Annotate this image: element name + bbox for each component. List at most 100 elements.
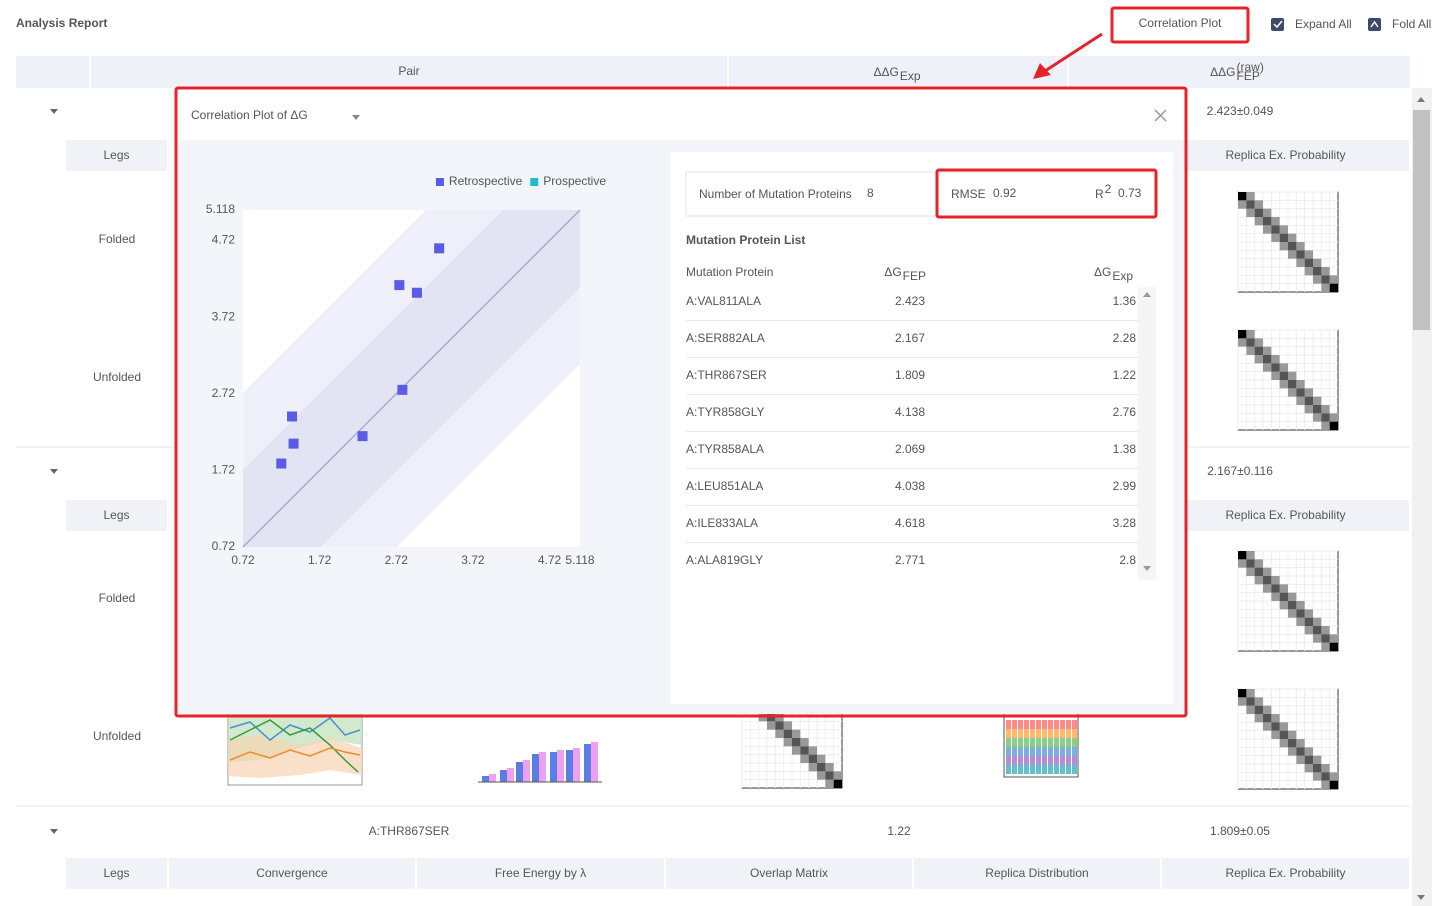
fep-value: 4.138 xyxy=(895,405,925,419)
matrix-cell xyxy=(817,763,826,772)
matrix-cell xyxy=(817,771,826,780)
column-header-sub: Exp xyxy=(900,69,921,83)
matrix-cell xyxy=(1288,739,1297,748)
replica-stripe xyxy=(1066,747,1071,756)
data-point xyxy=(434,243,445,254)
matrix-cell xyxy=(1304,388,1313,397)
matrix-cell xyxy=(1238,338,1247,347)
matrix-cell xyxy=(1279,363,1288,372)
convergence-band xyxy=(228,735,362,778)
matrix-cell xyxy=(1296,242,1305,251)
replica-stripe xyxy=(1024,765,1029,774)
fold-all-icon[interactable] xyxy=(1368,18,1381,31)
expand-toggle xyxy=(50,469,58,474)
x-tick-label: 3.72 xyxy=(461,553,485,567)
matrix-cell xyxy=(1246,208,1255,217)
matrix-cell xyxy=(1238,697,1247,706)
matrix-cell xyxy=(1246,551,1255,560)
free-energy-bar xyxy=(500,770,507,782)
replica-stripe xyxy=(1042,765,1047,774)
matrix-cell xyxy=(1279,225,1288,234)
matrix-cell xyxy=(1296,601,1305,610)
matrix-cell xyxy=(1313,275,1322,284)
expand-all-icon[interactable] xyxy=(1271,18,1284,31)
matrix-cell xyxy=(1263,208,1272,217)
replica-stripe xyxy=(1072,720,1077,729)
correlation-plot-button-label: Correlation Plot xyxy=(1139,16,1222,30)
matrix-cell xyxy=(1246,705,1255,714)
matrix-cell xyxy=(1321,413,1330,422)
replica-stripe xyxy=(1066,738,1071,747)
matrix-cell xyxy=(1263,567,1272,576)
correlation-plot-button[interactable] xyxy=(1112,8,1248,42)
matrix-cell xyxy=(792,738,801,747)
matrix-cell xyxy=(1279,371,1288,380)
protein-name: A:LEU851ALA xyxy=(686,479,763,493)
sub-header: Convergence xyxy=(256,866,328,880)
stat-label-sup: 2 xyxy=(1105,182,1112,196)
matrix-cell xyxy=(1238,200,1247,209)
replica-stripe xyxy=(1036,729,1041,738)
matrix-cell xyxy=(1313,258,1322,267)
sub-header: Replica Distribution xyxy=(985,866,1088,880)
exp-value: 2.28 xyxy=(1113,331,1137,345)
free-energy-bar xyxy=(523,760,530,782)
fep-value: 2.771 xyxy=(895,553,925,567)
replica-stripe xyxy=(1042,756,1047,765)
convergence-line xyxy=(229,717,361,741)
matrix-cell xyxy=(1313,755,1322,764)
matrix-cell xyxy=(1288,730,1297,739)
matrix-cell xyxy=(1288,609,1297,618)
highlight-box xyxy=(935,168,1158,219)
matrix-cell xyxy=(1288,371,1297,380)
matrix-cell xyxy=(1263,722,1272,731)
matrix-cell xyxy=(1254,338,1263,347)
matrix-cell xyxy=(1238,551,1247,560)
replica-stripe xyxy=(1036,765,1041,774)
legend-swatch xyxy=(530,178,539,186)
replica-stripe xyxy=(1030,738,1035,747)
replica-stripe xyxy=(1012,756,1017,765)
matrix-cell xyxy=(1296,747,1305,756)
matrix-cell xyxy=(1296,609,1305,618)
fold-all-label: Fold All xyxy=(1392,17,1431,31)
sub-header-cell xyxy=(914,858,1160,889)
annotation-arrowhead xyxy=(1033,63,1051,79)
matrix-cell xyxy=(808,754,817,763)
replica-stripe xyxy=(1060,738,1065,747)
matrix-cell xyxy=(1279,233,1288,242)
free-energy-bar xyxy=(539,752,546,782)
sub-header: Replica Ex. Probability xyxy=(1225,866,1345,880)
free-energy-bar xyxy=(482,776,489,782)
legend-label: Prospective xyxy=(543,174,606,188)
replica-stripe xyxy=(1006,756,1011,765)
replica-stripe xyxy=(1072,765,1077,774)
replica-stripe xyxy=(1006,747,1011,756)
matrix-cell xyxy=(800,746,809,755)
matrix-cell xyxy=(1246,346,1255,355)
expand-all-label: Expand All xyxy=(1295,17,1352,31)
replica-stripe xyxy=(1072,747,1077,756)
replica-stripe xyxy=(1036,738,1041,747)
replica-stripe xyxy=(1048,747,1053,756)
fep-value: 2.423±0.049 xyxy=(1207,104,1274,118)
modal-border xyxy=(174,86,1188,718)
legend-label: Retrospective xyxy=(449,174,523,188)
stat-label: RMSE xyxy=(951,187,986,201)
data-point xyxy=(287,411,298,422)
replica-stripe xyxy=(1048,756,1053,765)
matrix-cell xyxy=(1296,388,1305,397)
matrix-cell xyxy=(1246,200,1255,209)
modal-close[interactable] xyxy=(1154,109,1167,122)
fep-value: 4.618 xyxy=(895,516,925,530)
column-header: ΔΔG xyxy=(873,65,898,79)
sub-header-cell xyxy=(417,858,664,889)
x-tick-label: 0.72 xyxy=(231,553,255,567)
matrix-cell xyxy=(1296,258,1305,267)
leg-name: Folded xyxy=(99,232,136,246)
matrix-cell xyxy=(1288,592,1297,601)
matrix-cell xyxy=(1304,755,1313,764)
replica-stripe xyxy=(1066,720,1071,729)
convergence-line xyxy=(229,747,361,761)
